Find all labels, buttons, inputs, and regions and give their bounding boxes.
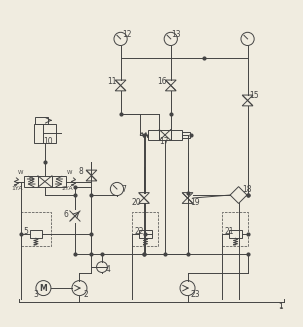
Text: 6: 6 xyxy=(64,210,68,219)
Text: 2: 2 xyxy=(83,290,88,299)
Bar xyxy=(21,212,51,246)
Bar xyxy=(52,176,66,187)
Text: 17: 17 xyxy=(160,137,169,146)
Bar xyxy=(148,129,159,140)
Bar xyxy=(30,230,42,238)
Bar xyxy=(139,230,152,238)
Bar xyxy=(222,212,248,246)
Bar xyxy=(38,176,52,187)
Text: 1: 1 xyxy=(278,302,283,309)
Bar xyxy=(182,132,190,138)
Text: 11: 11 xyxy=(107,77,116,86)
Text: 9: 9 xyxy=(29,176,34,184)
Bar xyxy=(159,129,171,140)
Bar xyxy=(171,129,182,140)
Text: 10: 10 xyxy=(43,137,53,146)
Text: 7: 7 xyxy=(122,184,126,194)
Text: 8: 8 xyxy=(78,167,83,176)
Text: 1YA: 1YA xyxy=(11,186,23,191)
Text: 3: 3 xyxy=(33,290,38,299)
Text: 15: 15 xyxy=(249,91,258,100)
Text: 2YA: 2YA xyxy=(62,186,73,191)
Bar xyxy=(35,117,48,124)
Text: 19: 19 xyxy=(190,198,200,207)
Text: 20: 20 xyxy=(132,198,141,207)
Text: W: W xyxy=(67,170,72,175)
Text: 4: 4 xyxy=(105,265,110,274)
Text: 12: 12 xyxy=(122,30,132,39)
Text: 16: 16 xyxy=(157,77,167,86)
Text: 21: 21 xyxy=(225,227,234,235)
Text: W: W xyxy=(17,170,23,175)
Text: 13: 13 xyxy=(171,30,180,39)
Text: M: M xyxy=(40,284,47,293)
Text: 1: 1 xyxy=(278,301,283,311)
Text: 22: 22 xyxy=(135,227,144,235)
Bar xyxy=(34,124,56,143)
Text: 5: 5 xyxy=(24,227,28,236)
Text: 23: 23 xyxy=(190,290,200,299)
Text: 18: 18 xyxy=(242,185,252,194)
Bar xyxy=(229,230,242,238)
Bar xyxy=(24,176,38,187)
Bar xyxy=(132,212,158,246)
